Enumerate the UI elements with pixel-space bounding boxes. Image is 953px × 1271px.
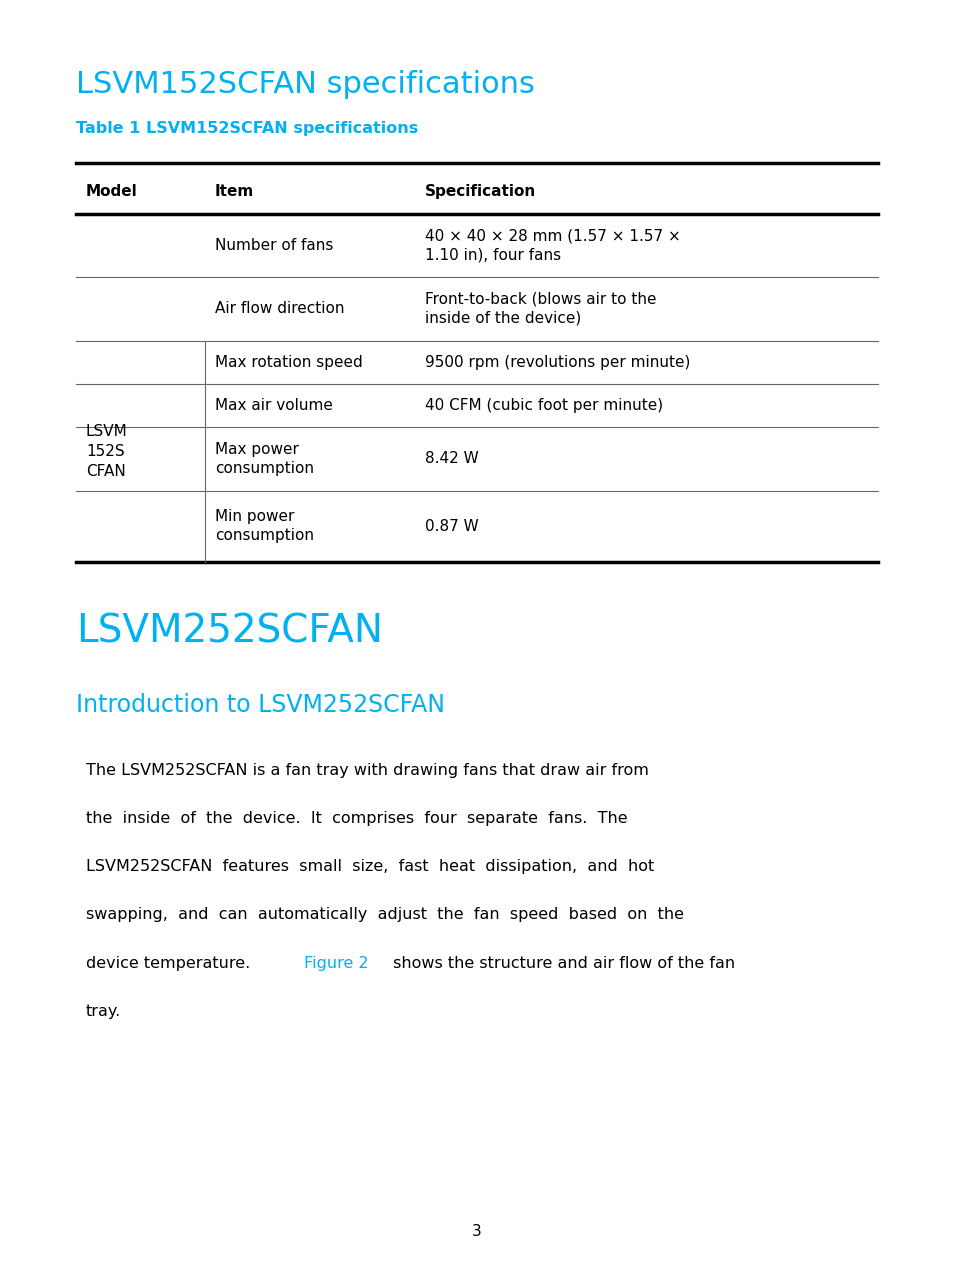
Text: LSVM
152S
CFAN: LSVM 152S CFAN	[86, 425, 128, 478]
Text: Front-to-back (blows air to the
inside of the device): Front-to-back (blows air to the inside o…	[424, 292, 656, 325]
Text: the  inside  of  the  device.  It  comprises  four  separate  fans.  The: the inside of the device. It comprises f…	[86, 811, 627, 826]
Text: LSVM152SCFAN specifications: LSVM152SCFAN specifications	[76, 70, 535, 99]
Text: Specification: Specification	[424, 184, 536, 200]
Text: LSVM252SCFAN  features  small  size,  fast  heat  dissipation,  and  hot: LSVM252SCFAN features small size, fast h…	[86, 859, 654, 874]
Text: Figure 2: Figure 2	[304, 956, 369, 971]
Text: Item: Item	[214, 184, 253, 200]
Text: Model: Model	[86, 184, 137, 200]
Text: swapping,  and  can  automatically  adjust  the  fan  speed  based  on  the: swapping, and can automatically adjust t…	[86, 907, 683, 923]
Text: device temperature.: device temperature.	[86, 956, 255, 971]
Text: Max power
consumption: Max power consumption	[214, 442, 314, 475]
Text: Max rotation speed: Max rotation speed	[214, 355, 362, 370]
Text: 3: 3	[472, 1224, 481, 1239]
Text: 9500 rpm (revolutions per minute): 9500 rpm (revolutions per minute)	[424, 355, 689, 370]
Text: Min power
consumption: Min power consumption	[214, 510, 314, 543]
Text: Max air volume: Max air volume	[214, 398, 333, 413]
Text: 40 CFM (cubic foot per minute): 40 CFM (cubic foot per minute)	[424, 398, 662, 413]
Text: Air flow direction: Air flow direction	[214, 301, 344, 316]
Text: The LSVM252SCFAN is a fan tray with drawing fans that draw air from: The LSVM252SCFAN is a fan tray with draw…	[86, 763, 648, 778]
Text: Number of fans: Number of fans	[214, 238, 333, 253]
Text: 0.87 W: 0.87 W	[424, 519, 477, 534]
Text: Table 1 LSVM152SCFAN specifications: Table 1 LSVM152SCFAN specifications	[76, 121, 418, 136]
Text: tray.: tray.	[86, 1004, 121, 1019]
Text: 8.42 W: 8.42 W	[424, 451, 477, 466]
Text: Introduction to LSVM252SCFAN: Introduction to LSVM252SCFAN	[76, 693, 445, 717]
Text: shows the structure and air flow of the fan: shows the structure and air flow of the …	[387, 956, 734, 971]
Text: 40 × 40 × 28 mm (1.57 × 1.57 ×
1.10 in), four fans: 40 × 40 × 28 mm (1.57 × 1.57 × 1.10 in),…	[424, 229, 679, 262]
Text: LSVM252SCFAN: LSVM252SCFAN	[76, 613, 383, 651]
